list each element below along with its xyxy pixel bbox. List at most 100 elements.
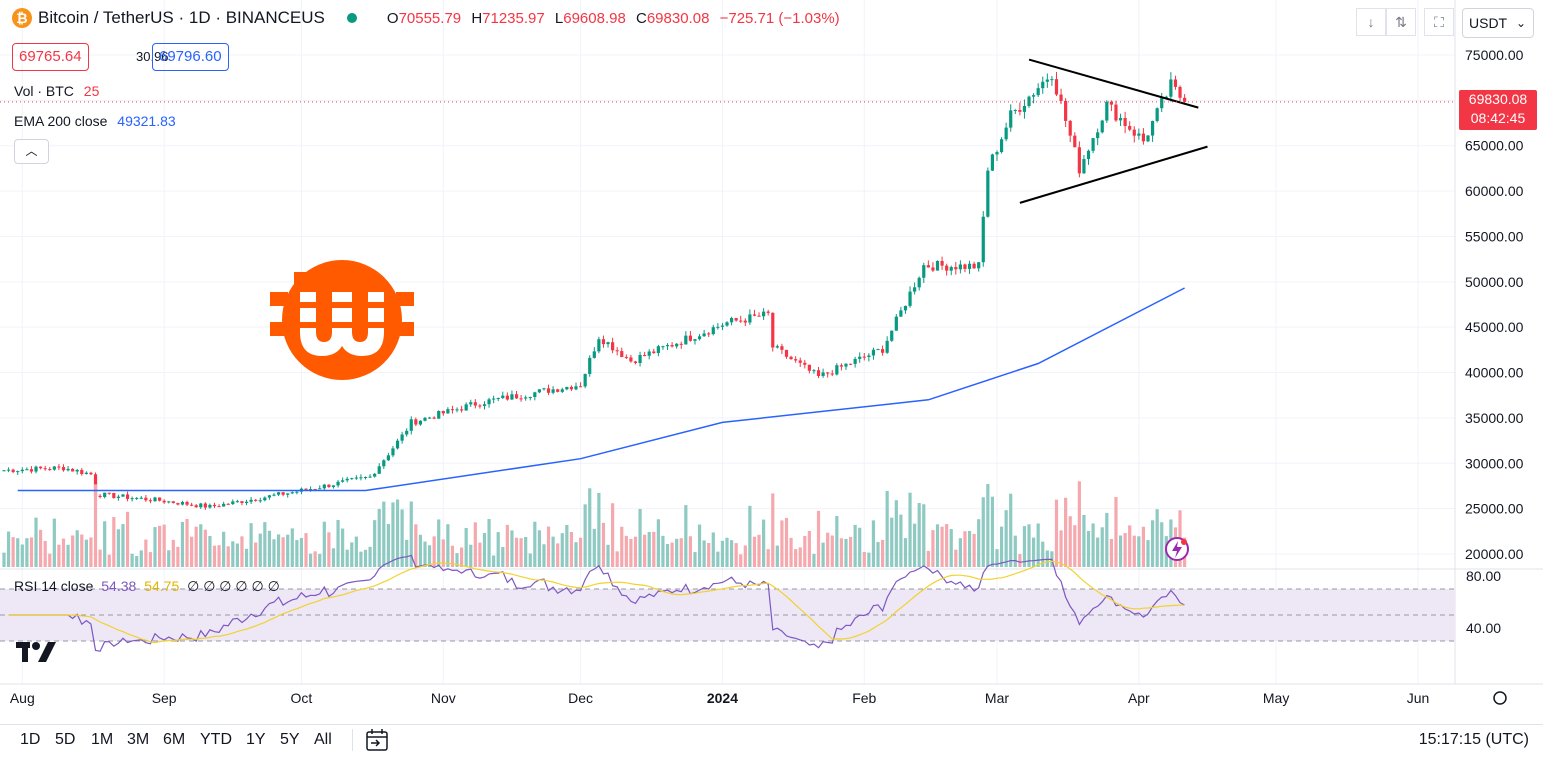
range-button-1y[interactable]: 1Y [246,731,266,748]
range-button-5y[interactable]: 5Y [280,731,300,748]
candle [1160,98,1164,109]
range-button-6m[interactable]: 6M [163,731,186,748]
candle [931,267,935,271]
candle [1082,159,1086,174]
candle [1059,94,1063,101]
symbol-title[interactable]: Bitcoin / TetherUS · 1D · BINANCEUS [38,8,325,27]
range-button-ytd[interactable]: YTD [200,731,232,748]
candle [318,488,322,490]
ema-200-line [17,287,1185,492]
candle [359,477,363,479]
candle [190,504,194,506]
ohlc-values: O70555.79 H71235.97 L69608.98 C69830.08 … [386,9,840,27]
candle [66,468,70,471]
volume-bar [1091,523,1095,567]
y-tick-label: 35000.00 [1465,410,1524,426]
candle [839,365,844,367]
volume-bar [414,524,418,567]
rsi-line [8,554,1185,652]
currency-select[interactable]: USDT ⌄ [1462,8,1534,38]
volume-bar [222,531,226,567]
volume-bar [322,521,326,567]
go-to-date-icon[interactable] [364,727,390,758]
volume-bar [290,528,294,567]
candle [61,467,66,471]
volume-bar [405,539,409,567]
volume-bar [611,503,615,567]
settings-gear-icon [1493,691,1507,705]
candle [418,420,423,425]
candle [519,398,523,400]
range-button-3m[interactable]: 3M [127,731,150,748]
candle [514,394,519,399]
range-button-5d[interactable]: 5D [55,731,76,748]
candle [395,440,400,449]
candle [487,399,491,405]
candle [414,419,418,425]
bar-countdown: 08:42:45 [1470,110,1526,126]
volume-bar [25,538,29,567]
volume-bar [1137,536,1141,567]
range-button-all[interactable]: All [314,731,332,748]
fullscreen-icon[interactable]: ⛶ [1424,8,1454,36]
range-button-1d[interactable]: 1D [20,731,41,748]
volume-bar [176,546,180,567]
volume-bar [716,551,720,567]
arrow-down-icon[interactable]: ↓ [1356,8,1386,36]
volume-bar [977,519,981,567]
volume-bar [675,538,679,567]
sell-price-button[interactable]: 69765.64 [12,43,89,71]
candle [633,361,638,364]
candle [437,410,441,419]
y-tick-label: 50000.00 [1465,274,1524,290]
volume-bar [789,537,793,567]
candle [43,468,47,470]
volume-legend[interactable]: Vol · BTC 25 [14,83,100,99]
volume-bar [876,541,880,567]
volume-bar [844,538,848,567]
volume-bar [1068,516,1072,567]
watermark-logo [270,252,416,393]
volume-bar [304,533,308,567]
volume-bar [89,537,93,567]
candle [1064,100,1068,121]
volume-bar [377,509,381,567]
candle [757,315,761,317]
volume-bar [803,535,807,567]
volume-bar [130,553,134,567]
buy-price-button[interactable]: 69796.60 [152,43,229,71]
candle [574,386,578,390]
chart-toolbar: ↓ ⇅ ⛶ [1356,8,1454,36]
volume-bar [478,542,482,567]
volume-bar [1150,520,1155,567]
candle [867,355,871,357]
volume-bar [194,526,198,567]
ema-legend[interactable]: EMA 200 close 49321.83 [14,113,176,129]
candle [208,504,212,508]
volume-bar [190,536,194,567]
collapse-legend-button[interactable]: ︿ [14,139,49,164]
range-button-1m[interactable]: 1M [91,731,114,748]
candle [917,277,921,288]
volume-bar [1064,497,1068,567]
candle [629,357,633,362]
utc-clock: 15:17:15 (UTC) [1418,731,1529,748]
candle [308,489,313,491]
candle [675,343,679,347]
candle [597,339,601,352]
current-price: 69830.08 [1468,91,1528,107]
candle [748,314,752,323]
collapse-arrows-icon[interactable]: ⇅ [1386,8,1416,36]
volume-bar [153,527,157,567]
volume-bar [1105,512,1109,567]
volume-bar [43,540,47,567]
volume-bar [482,532,487,567]
candle [734,318,738,321]
volume-bar [450,545,455,567]
candle [775,346,779,348]
candle [331,485,336,488]
volume-bar [684,505,688,567]
rsi-legend[interactable]: RSI 14 close 54.38 54.75 ∅ ∅ ∅ ∅ ∅ ∅ [14,578,280,594]
candle [103,492,107,497]
